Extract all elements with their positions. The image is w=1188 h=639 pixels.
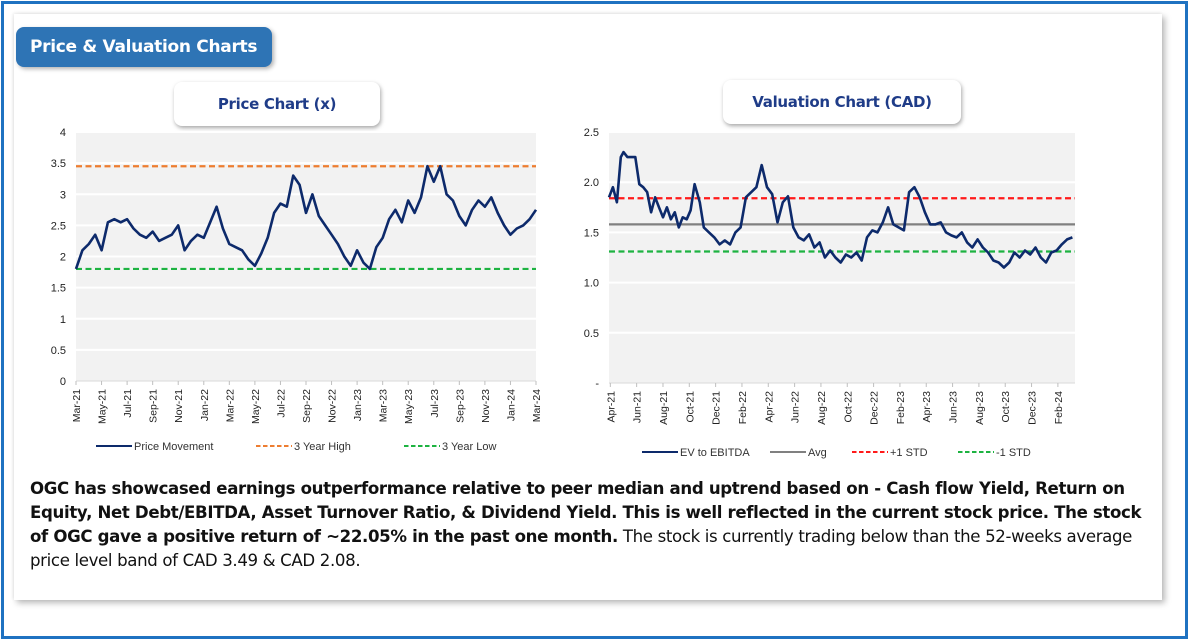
legend-label: Avg xyxy=(808,447,827,459)
x-tick-label: Nov-21 xyxy=(173,389,185,423)
price-chart: 0 0.5 1 1.5 2 2.5 3 3.5 4 Mar-21 May-21 Jul-21 Sep-… xyxy=(51,127,543,453)
x-tick-label: Jun-21 xyxy=(632,391,644,423)
x-tick-label: Feb-24 xyxy=(1053,391,1065,424)
legend-label: +1 STD xyxy=(890,447,928,459)
valuation-chart: - 0.5 1.0 1.5 2.0 2.5 Apr-21 Jun-21 Aug-21 Oct-2… xyxy=(584,127,1075,459)
ev-to-ebitda-line xyxy=(607,150,1073,269)
y-tick-label: 0 xyxy=(60,376,66,388)
x-tick-label: Dec-21 xyxy=(711,391,723,425)
y-tick-label: 1 xyxy=(60,314,66,326)
x-tick-label: Nov-22 xyxy=(327,389,339,423)
x-tick-label: Mar-23 xyxy=(378,389,390,422)
y-tick-label: - xyxy=(595,378,599,390)
x-tick-label: Sep-23 xyxy=(454,389,466,423)
legend-label: Price Movement xyxy=(134,441,213,453)
x-tick-label: Apr-22 xyxy=(763,391,775,423)
x-tick-label: Jun-23 xyxy=(948,391,960,423)
x-tick-label: Oct-21 xyxy=(684,391,696,423)
x-tick-label: Dec-22 xyxy=(869,391,881,425)
legend-label: EV to EBITDA xyxy=(680,447,750,459)
y-tick-label: 1.0 xyxy=(584,278,599,290)
y-tick-label: 2.5 xyxy=(584,127,599,139)
y-tick-label: 1.5 xyxy=(584,227,599,239)
plot-area xyxy=(609,132,1075,383)
x-tick-label: Nov-23 xyxy=(480,389,492,423)
y-tick-label: 2 xyxy=(60,252,66,264)
legend-label: 3 Year Low xyxy=(442,441,496,453)
y-tick-label: 4 xyxy=(60,127,66,139)
section-title: Price & Valuation Charts xyxy=(16,27,272,67)
x-tick-label: May-23 xyxy=(403,389,415,424)
x-tick-label: Dec-23 xyxy=(1027,391,1039,425)
x-tick-label: Mar-22 xyxy=(224,389,236,422)
x-tick-label: Feb-23 xyxy=(895,391,907,424)
y-tick-label: 0.5 xyxy=(584,328,599,340)
x-tick-label: Apr-21 xyxy=(605,391,617,423)
x-tick-label: Sep-22 xyxy=(301,389,313,423)
x-tick-label: Jan-22 xyxy=(199,389,211,421)
x-tick-label: Apr-23 xyxy=(921,391,933,423)
x-tick-label: Jul-21 xyxy=(122,389,134,418)
price-chart-title: Price Chart (x) xyxy=(174,82,380,126)
x-tick-label: Jan-23 xyxy=(352,389,364,421)
summary-normal-text: The stock is currently trading below tha… xyxy=(30,527,1133,570)
x-tick-label: Oct-23 xyxy=(1000,391,1012,423)
x-tick-label: Feb-22 xyxy=(737,391,749,424)
y-tick-label: 3.5 xyxy=(51,158,66,170)
summary-bold-text: OGC has showcased earnings outperformanc… xyxy=(30,479,1142,546)
legend-label: 3 Year High xyxy=(294,441,351,453)
x-tick-label: May-22 xyxy=(250,389,262,424)
x-tick-label: Aug-23 xyxy=(974,391,986,425)
x-tick-label: May-21 xyxy=(97,389,109,424)
price-movement-line xyxy=(74,164,538,271)
x-tick-label: Jul-22 xyxy=(275,389,287,418)
x-tick-label: Mar-21 xyxy=(71,389,83,422)
summary-paragraph: OGC has showcased earnings outperformanc… xyxy=(30,477,1150,573)
x-tick-label: Jun-22 xyxy=(790,391,802,423)
valuation-chart-title: Valuation Chart (CAD) xyxy=(723,80,961,124)
x-tick-label: Aug-22 xyxy=(816,391,828,425)
legend-label: -1 STD xyxy=(996,447,1031,459)
y-tick-label: 2.0 xyxy=(584,177,599,189)
x-tick-label: Jan-24 xyxy=(505,389,517,421)
x-tick-label: Jul-23 xyxy=(429,389,441,418)
y-tick-label: 2.5 xyxy=(51,220,66,232)
y-tick-label: 0.5 xyxy=(51,345,66,357)
x-tick-label: Mar-24 xyxy=(531,389,543,422)
y-tick-label: 1.5 xyxy=(51,283,66,295)
x-tick-label: Sep-21 xyxy=(148,389,160,423)
x-tick-label: Aug-21 xyxy=(658,391,670,425)
x-tick-label: Oct-22 xyxy=(842,391,854,423)
y-tick-label: 3 xyxy=(60,189,66,201)
